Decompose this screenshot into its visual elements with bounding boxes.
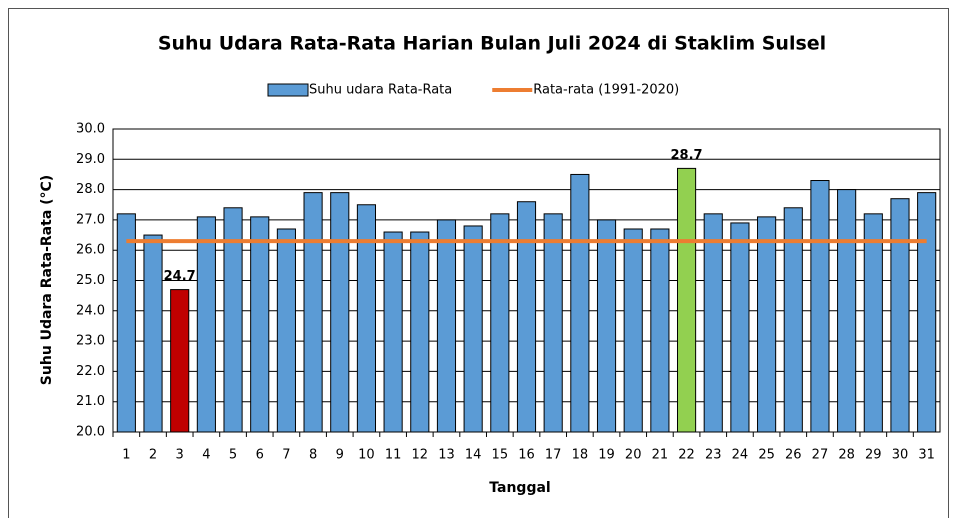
x-tick-label: 24: [732, 448, 749, 463]
x-tick-label: 19: [598, 448, 615, 463]
x-tick-label: 6: [256, 448, 264, 463]
x-tick-label: 1: [122, 448, 130, 463]
bar: [383, 231, 403, 433]
bar: [116, 213, 136, 433]
chart-title: Suhu Udara Rata-Rata Harian Bulan Juli 2…: [158, 33, 826, 55]
x-tick-label: 3: [176, 448, 184, 463]
x-tick-label: 17: [545, 448, 562, 463]
data-label: 24.7: [164, 269, 196, 284]
bar: [410, 231, 430, 433]
bar: [863, 213, 883, 433]
bar: [676, 167, 697, 433]
bar: [543, 213, 563, 433]
y-tick-label: 27.0: [76, 212, 105, 227]
x-tick-label: 21: [652, 448, 669, 463]
y-axis-label: Suhu Udara Rata-Rata (°C): [39, 175, 55, 385]
x-tick-label: 7: [282, 448, 290, 463]
y-tick-label: 21.0: [76, 394, 105, 409]
y-tick-label: 25.0: [76, 273, 105, 288]
y-tick-label: 23.0: [76, 334, 105, 349]
x-tick-label: 25: [758, 448, 775, 463]
y-tick-label: 29.0: [76, 152, 105, 167]
bar: [143, 234, 163, 433]
bar: [810, 180, 830, 433]
bar: [730, 222, 750, 433]
bar: [703, 213, 723, 433]
y-tick-label: 24.0: [76, 303, 105, 318]
x-tick-label: 9: [336, 448, 344, 463]
y-tick-label: 28.0: [76, 182, 105, 197]
bar: [303, 192, 323, 433]
bar: [356, 204, 377, 433]
bar: [570, 173, 590, 433]
x-tick-label: 30: [892, 448, 909, 463]
x-tick-label: 22: [678, 448, 695, 463]
bar: [837, 189, 857, 433]
bar: [623, 228, 643, 433]
x-tick-label: 10: [358, 448, 375, 463]
y-tick-label: 22.0: [76, 364, 105, 379]
x-tick-label: 12: [412, 448, 429, 463]
bar: [170, 289, 190, 433]
data-label: 28.7: [671, 148, 703, 163]
x-tick-label: 16: [518, 448, 535, 463]
bar: [276, 228, 296, 433]
x-tick-label: 31: [918, 448, 935, 463]
bar: [516, 201, 537, 433]
bar: [650, 228, 670, 433]
x-tick-label: 13: [438, 448, 455, 463]
bar: [436, 219, 457, 433]
x-tick-label: 2: [149, 448, 157, 463]
y-tick-label: 26.0: [76, 243, 105, 258]
bar: [196, 216, 216, 433]
x-tick-label: 15: [492, 448, 509, 463]
x-tick-label: 26: [785, 448, 802, 463]
x-tick-label: 14: [465, 448, 482, 463]
legend-label: Rata-rata (1991-2020): [533, 83, 679, 98]
y-tick-label: 20.0: [76, 425, 105, 440]
x-tick-label: 20: [625, 448, 642, 463]
x-tick-label: 11: [385, 448, 402, 463]
bar: [250, 216, 270, 433]
bar: [596, 219, 617, 433]
x-tick-label: 23: [705, 448, 722, 463]
x-tick-label: 5: [229, 448, 237, 463]
x-tick-label: 18: [572, 448, 589, 463]
bar: [330, 192, 350, 433]
x-tick-label: 4: [202, 448, 210, 463]
x-tick-label: 29: [865, 448, 882, 463]
legend-swatch: [267, 83, 309, 97]
legend-label: Suhu udara Rata-Rata: [309, 83, 452, 98]
bar: [890, 198, 910, 433]
x-tick-label: 8: [309, 448, 317, 463]
plot-border: [112, 128, 941, 433]
bar: [463, 225, 483, 433]
y-tick-label: 30.0: [76, 122, 105, 137]
bar: [917, 192, 937, 433]
x-tick-label: 28: [838, 448, 855, 463]
x-axis-label: Tanggal: [489, 480, 550, 496]
x-tick-label: 27: [812, 448, 829, 463]
bar: [757, 216, 777, 433]
bar: [490, 213, 510, 433]
